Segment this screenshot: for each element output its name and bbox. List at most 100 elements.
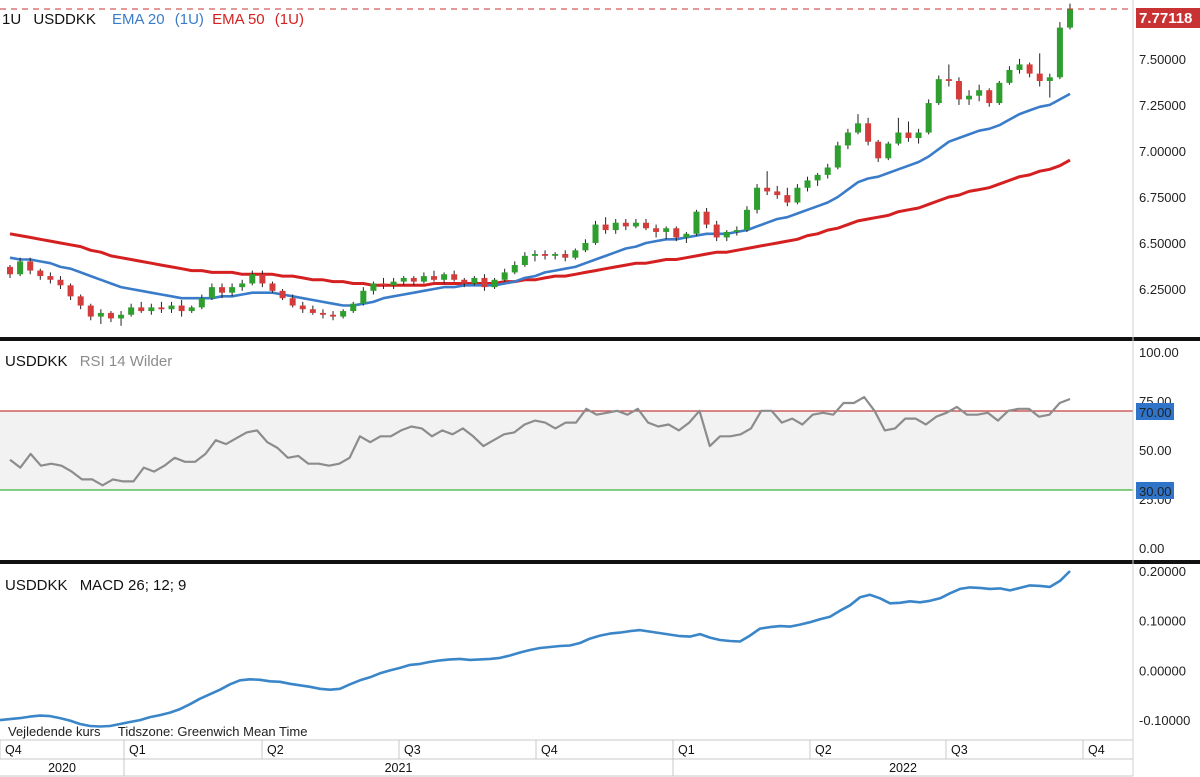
candle-body[interactable] [431,276,437,280]
ema50-legend-label[interactable]: EMA 50 [212,11,265,28]
candle-body[interactable] [925,103,932,133]
candle-body[interactable] [269,283,276,291]
candle-body[interactable] [158,307,165,310]
ema20-legend-label[interactable]: EMA 20 [112,11,165,28]
candle-body[interactable] [733,230,740,232]
candle-body[interactable] [875,141,882,159]
candle-body[interactable] [723,231,730,238]
candle-body[interactable] [885,143,892,159]
candle-body[interactable] [168,305,175,310]
candle-body[interactable] [370,283,377,291]
candle-body[interactable] [491,279,498,288]
candle-body[interactable] [380,283,387,286]
candle-body[interactable] [481,277,488,288]
panel-divider[interactable] [0,560,1200,564]
candle-body[interactable] [693,211,700,234]
candle-body[interactable] [208,287,215,299]
candle-body[interactable] [824,167,831,175]
candle-body[interactable] [955,80,962,100]
candle-body[interactable] [410,277,417,282]
candle-body[interactable] [622,222,629,227]
candle-body[interactable] [1046,77,1053,81]
candle-body[interactable] [834,145,841,168]
candlestick-series[interactable] [7,3,1073,326]
candle-body[interactable] [592,224,599,243]
candle-body[interactable] [249,274,256,284]
candle-body[interactable] [774,191,781,196]
price-panel[interactable]: 6.25000 6.50000 6.75000 7.00000 7.25000 7.500… [0,3,1200,326]
rsi-indicator-label[interactable]: RSI 14 Wilder [80,353,173,370]
candle-body[interactable] [754,187,761,210]
candle-body[interactable] [996,82,1003,104]
candle-body[interactable] [632,222,639,227]
candle-body[interactable] [441,274,448,280]
candle-body[interactable] [178,305,185,312]
candle-body[interactable] [309,309,316,313]
candle-body[interactable] [612,222,619,231]
candle-body[interactable] [219,287,225,293]
candle-body[interactable] [511,265,518,273]
candle-body[interactable] [915,132,922,139]
candle-body[interactable] [531,254,538,256]
candle-body[interactable] [229,287,236,293]
candle-body[interactable] [118,314,125,319]
candle-body[interactable] [57,279,64,286]
candle-body[interactable] [945,79,952,81]
candle-body[interactable] [713,224,720,238]
macd-indicator-label[interactable]: MACD 26; 12; 9 [80,577,187,594]
candle-body[interactable] [27,261,34,271]
candle-body[interactable] [804,180,811,188]
candle-body[interactable] [764,187,771,192]
candle-body[interactable] [683,233,690,238]
candle-body[interactable] [743,209,750,231]
candle-body[interactable] [390,281,397,286]
candle-body[interactable] [643,222,649,229]
candle-body[interactable] [188,307,195,312]
candle-body[interactable] [562,254,569,258]
candle-body[interactable] [319,312,326,315]
candle-body[interactable] [239,283,246,288]
candle-body[interactable] [814,174,821,181]
candle-body[interactable] [703,211,710,225]
candle-body[interactable] [148,307,155,312]
candle-body[interactable] [7,266,13,275]
candle-body[interactable] [289,298,296,306]
candle-body[interactable] [330,314,337,317]
candle-body[interactable] [542,254,549,256]
candle-body[interactable] [653,228,660,232]
candle-body[interactable] [865,123,872,142]
candle-body[interactable] [986,90,993,104]
candle-body[interactable] [1006,69,1013,83]
candle-body[interactable] [360,290,367,304]
candle-body[interactable] [461,279,468,284]
candle-body[interactable] [673,228,680,238]
candle-body[interactable] [1067,9,1073,28]
candle-body[interactable] [521,255,528,266]
candle-body[interactable] [87,305,94,317]
macd-panel[interactable]: -0.10000 0.00000 0.10000 0.20000 USDDKK MAC… [0,564,1190,739]
candle-body[interactable] [299,305,306,310]
candle-body[interactable] [128,307,135,315]
candle-body[interactable] [572,250,579,258]
candle-body[interactable] [350,303,357,312]
candle-body[interactable] [794,187,801,203]
candle-body[interactable] [602,224,609,231]
candle-body[interactable] [138,307,145,312]
candle-body[interactable] [340,311,347,317]
candle-body[interactable] [966,95,973,100]
panel-divider[interactable] [0,337,1200,341]
candle-body[interactable] [198,298,205,308]
candle-body[interactable] [895,132,902,144]
candle-body[interactable] [47,276,54,280]
candle-body[interactable] [97,312,104,317]
candle-body[interactable] [1026,64,1033,74]
candle-body[interactable] [471,277,478,284]
candle-body[interactable] [17,261,24,275]
candle-body[interactable] [259,274,266,284]
candle-body[interactable] [552,254,559,256]
candle-body[interactable] [420,276,427,282]
time-axis[interactable]: Q4 Q1 Q2 Q3 Q4 Q1 Q2 Q3 Q4 2020 2021 2022 [0,739,1134,777]
candle-body[interactable] [935,79,942,104]
candle-body[interactable] [905,132,912,139]
